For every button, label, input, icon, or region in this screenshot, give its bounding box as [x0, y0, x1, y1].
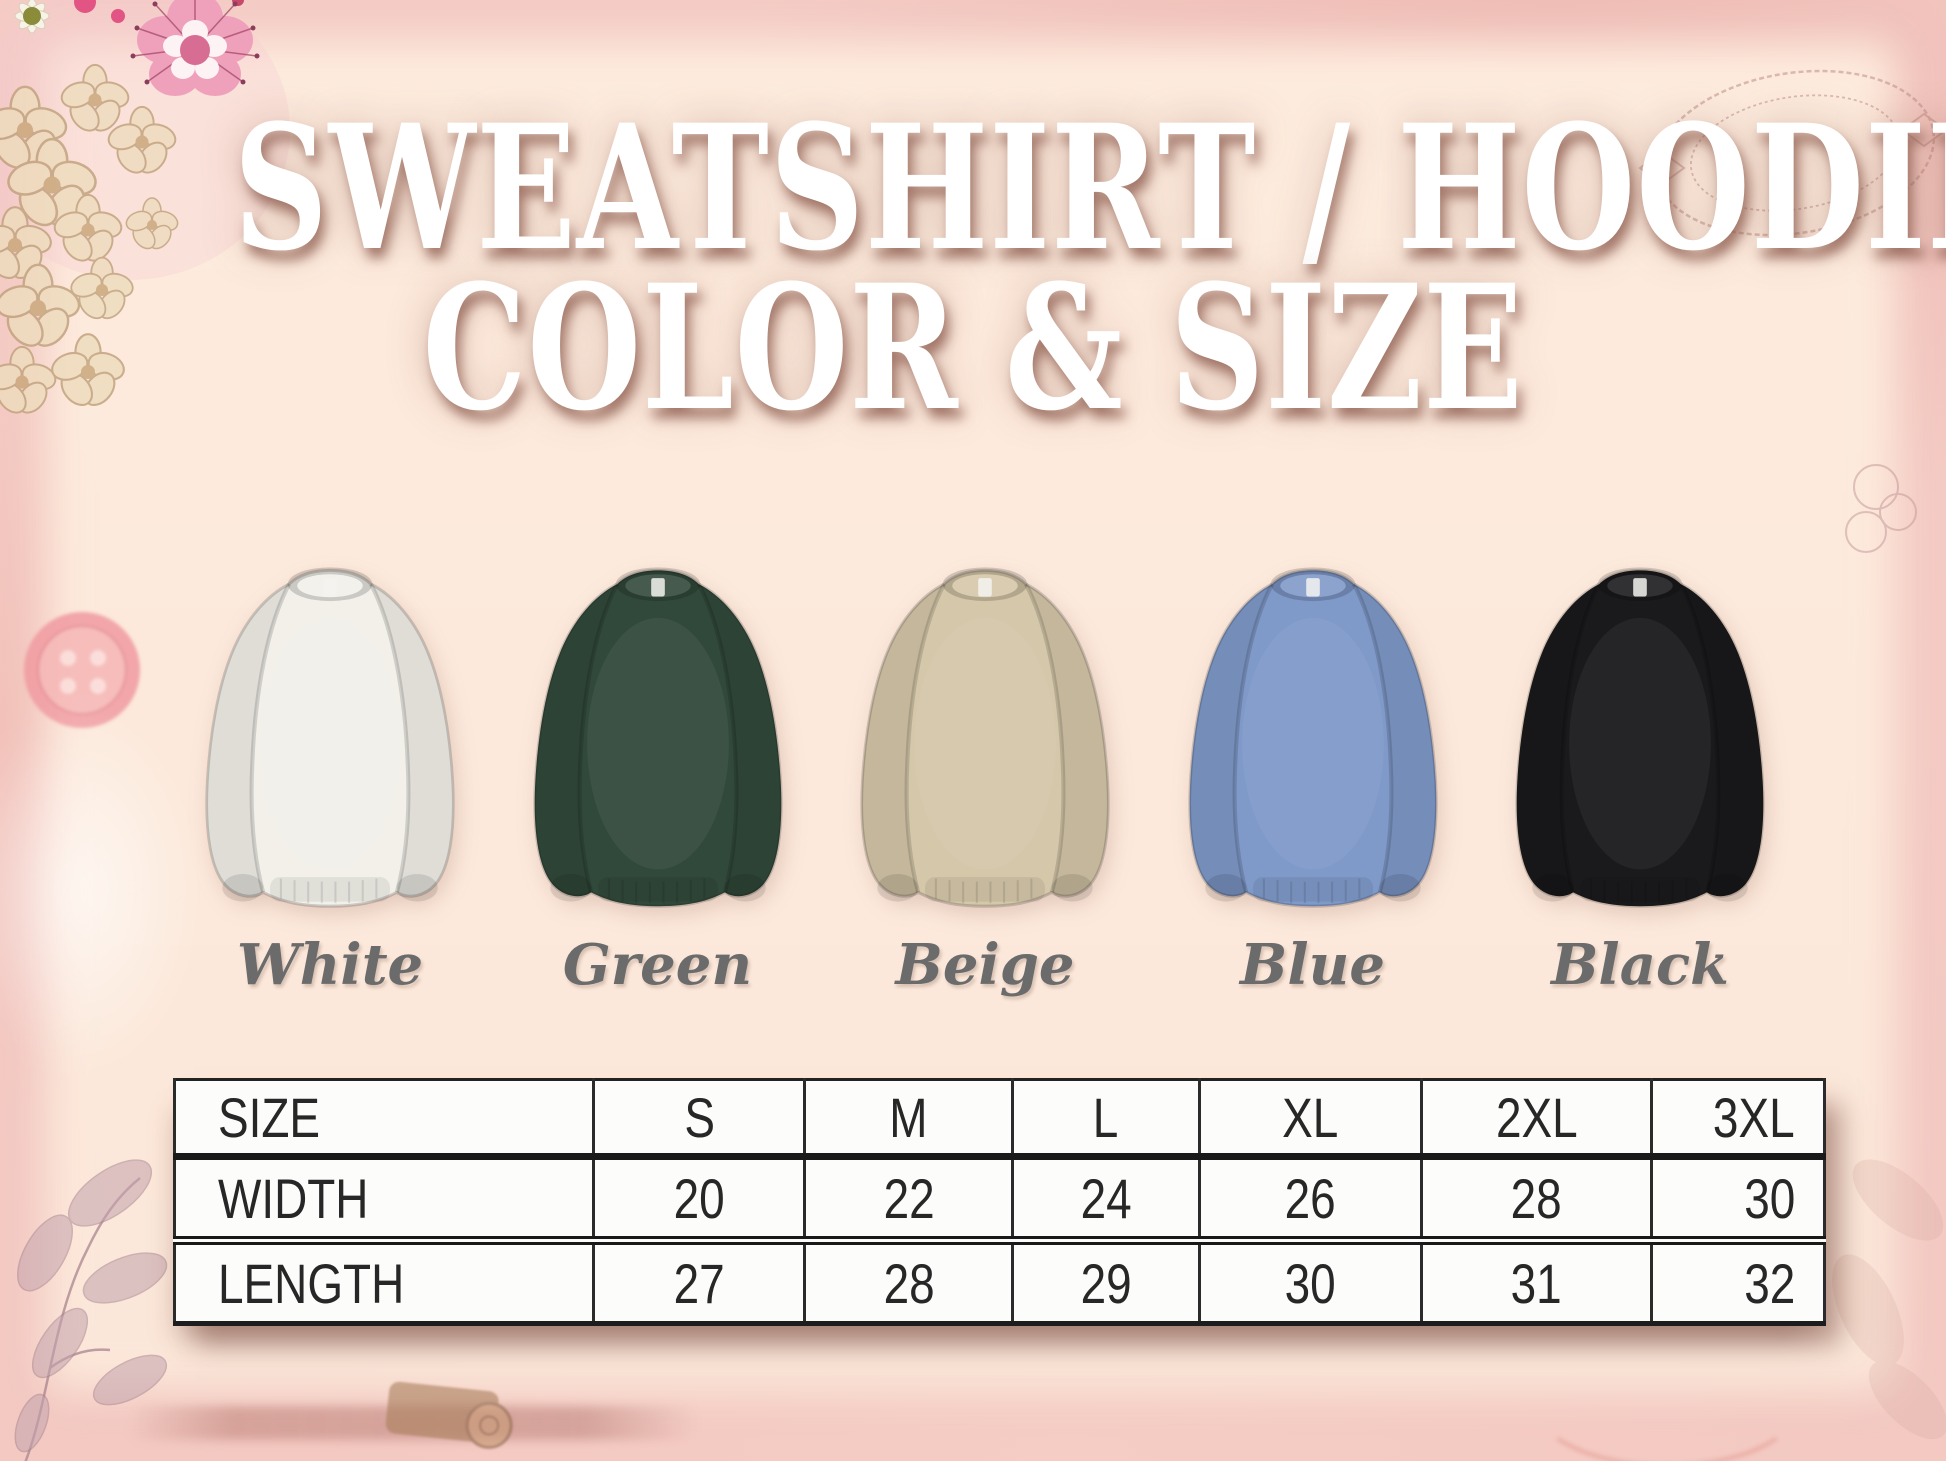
spool-decoration	[385, 1381, 513, 1449]
width-2xl-value: 28	[1510, 1166, 1563, 1230]
length-l-value: 29	[1080, 1251, 1132, 1315]
table-cell: 30	[1197, 1236, 1424, 1326]
oval-lace-sketch-decoration	[1638, 69, 1946, 237]
header-m-label: M	[889, 1085, 928, 1149]
pink-blossom	[130, 0, 260, 96]
size-table: SIZE S M L XL 2XL 3XL WIDTH 20 22 24 26 …	[172, 1078, 1827, 1326]
leaf-branch-decoration	[14, 1159, 168, 1461]
table-cell: 28	[1420, 1155, 1653, 1242]
product-blue: Blue	[1163, 552, 1463, 998]
faint-leaf-decoration	[1832, 1159, 1946, 1440]
width-xl-value: 26	[1284, 1166, 1337, 1230]
product-green: Green	[508, 552, 808, 998]
header-cell-m: M	[803, 1078, 1015, 1160]
color-options-row: White Green Beige Blue Black	[180, 552, 1790, 998]
row-label-width: WIDTH	[218, 1166, 369, 1230]
size-table-container: SIZE S M L XL 2XL 3XL WIDTH 20 22 24 26 …	[172, 1078, 1827, 1326]
sweatshirt-green-image	[508, 552, 808, 920]
header-3xl-label: 3XL	[1713, 1085, 1795, 1149]
title-line-2: COLOR & SIZE	[422, 246, 1524, 449]
white-watercolor-patch	[0, 700, 200, 1080]
width-m-value: 22	[883, 1166, 935, 1230]
table-cell: 27	[592, 1236, 807, 1326]
color-label-black: Black	[1551, 932, 1729, 998]
page-title: SWEATSHIRT / HOODIE COLOR & SIZE	[0, 86, 1946, 449]
header-l-label: L	[1093, 1085, 1119, 1149]
sweatshirt-black-image	[1490, 552, 1790, 920]
watercolor-arc-decoration	[1528, 1326, 1806, 1461]
flower-cluster-decoration	[0, 0, 290, 420]
row-label-length: LENGTH	[218, 1251, 405, 1315]
table-cell: 32	[1649, 1236, 1827, 1326]
table-cell: 31	[1420, 1236, 1653, 1326]
table-cell: 28	[803, 1236, 1015, 1326]
header-2xl-label: 2XL	[1495, 1085, 1578, 1149]
header-cell-l: L	[1011, 1078, 1201, 1160]
header-cell-3xl: 3XL	[1649, 1078, 1827, 1160]
width-row: WIDTH 20 22 24 26 28 30	[172, 1155, 1827, 1242]
header-cell-xl: XL	[1197, 1078, 1424, 1160]
product-white: White	[180, 552, 480, 998]
length-xl-value: 30	[1284, 1251, 1337, 1315]
color-label-blue: Blue	[1240, 932, 1385, 998]
length-3xl-value: 32	[1743, 1251, 1795, 1315]
color-label-white: White	[236, 932, 424, 998]
header-size-label: SIZE	[218, 1085, 321, 1149]
header-cell-size: SIZE	[172, 1078, 596, 1160]
flower-outline-sketch	[1845, 464, 1917, 553]
table-cell: 30	[1649, 1155, 1827, 1242]
product-black: Black	[1490, 552, 1790, 998]
color-label-green: Green	[562, 932, 753, 998]
button-decoration	[24, 612, 140, 728]
length-m-value: 28	[883, 1251, 935, 1315]
header-xl-label: XL	[1282, 1085, 1339, 1149]
width-s-value: 20	[673, 1166, 725, 1230]
mini-pink-flowers	[74, 0, 244, 23]
product-beige: Beige	[835, 552, 1135, 998]
white-daisy	[14, 0, 50, 34]
width-3xl-value: 30	[1743, 1166, 1795, 1230]
table-cell: 26	[1197, 1155, 1424, 1242]
header-s-label: S	[683, 1085, 715, 1149]
length-row: LENGTH 27 28 29 30 31 32	[172, 1236, 1827, 1326]
length-s-value: 27	[673, 1251, 725, 1315]
title-line-1: SWEATSHIRT / HOODIE	[233, 86, 1946, 289]
row-label-width-cell: WIDTH	[172, 1155, 596, 1242]
row-label-length-cell: LENGTH	[172, 1236, 596, 1326]
table-cell: 24	[1011, 1155, 1201, 1242]
length-2xl-value: 31	[1510, 1251, 1563, 1315]
width-l-value: 24	[1080, 1166, 1132, 1230]
table-cell: 29	[1011, 1236, 1201, 1326]
header-cell-s: S	[592, 1078, 807, 1160]
table-cell: 20	[592, 1155, 807, 1242]
sweatshirt-white-image	[180, 552, 480, 920]
sweatshirt-blue-image	[1163, 552, 1463, 920]
color-label-beige: Beige	[895, 932, 1075, 998]
table-header-row: SIZE S M L XL 2XL 3XL	[172, 1078, 1827, 1160]
sweatshirt-beige-image	[835, 552, 1135, 920]
header-cell-2xl: 2XL	[1420, 1078, 1653, 1160]
table-cell: 22	[803, 1155, 1015, 1242]
